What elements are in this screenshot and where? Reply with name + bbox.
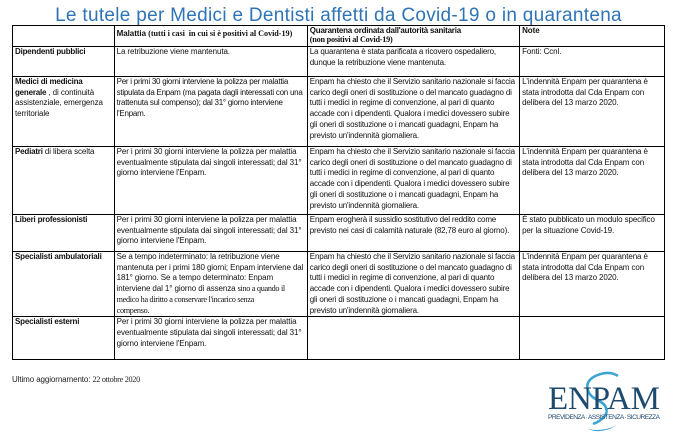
- svg-text:ENPAM: ENPAM: [548, 381, 660, 417]
- svg-text:PREVIDENZA · ASSISTENZA · SICU: PREVIDENZA · ASSISTENZA · SICUREZZA: [548, 414, 661, 421]
